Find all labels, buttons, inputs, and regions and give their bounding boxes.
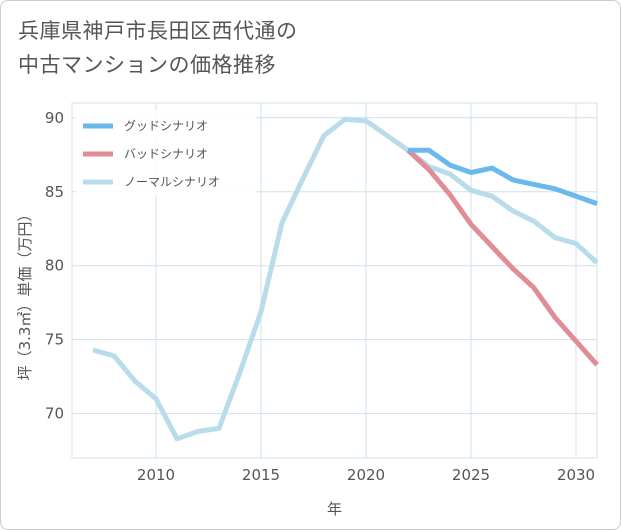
y-tick-label: 80 (45, 257, 64, 275)
x-tick-label: 2010 (137, 466, 175, 484)
x-tick-labels: 2010 2015 2020 2025 2030 (137, 466, 595, 484)
chart-title: 兵庫県神戸市長田区西代通の 中古マンションの価格推移 (18, 14, 298, 82)
y-axis-label: 坪（3.3㎡）単価（万円） (16, 207, 34, 381)
series-line-good (408, 147, 598, 206)
legend-label-bad: バッドシナリオ (124, 147, 208, 161)
legend-label-normal: ノーマルシナリオ (124, 175, 220, 189)
series-lines (92, 116, 599, 442)
series-line-bad (406, 148, 599, 367)
chart-title-line-1: 兵庫県神戸市長田区西代通の (18, 19, 298, 43)
series-line-normal (92, 116, 599, 442)
legend-label-good: グッドシナリオ (124, 119, 208, 133)
y-tick-label: 90 (45, 109, 64, 127)
x-tick-label: 2015 (242, 466, 280, 484)
x-tick-label: 2020 (347, 466, 385, 484)
x-tick-label: 2030 (557, 466, 595, 484)
x-tick-label: 2025 (452, 466, 490, 484)
chart-title-line-2: 中古マンションの価格推移 (18, 53, 276, 77)
y-tick-label: 85 (45, 183, 64, 201)
y-tick-label: 75 (45, 331, 64, 349)
x-axis-label: 年 (327, 500, 342, 518)
y-tick-label: 70 (45, 405, 64, 423)
y-tick-labels: 70 75 80 85 90 (45, 109, 64, 423)
